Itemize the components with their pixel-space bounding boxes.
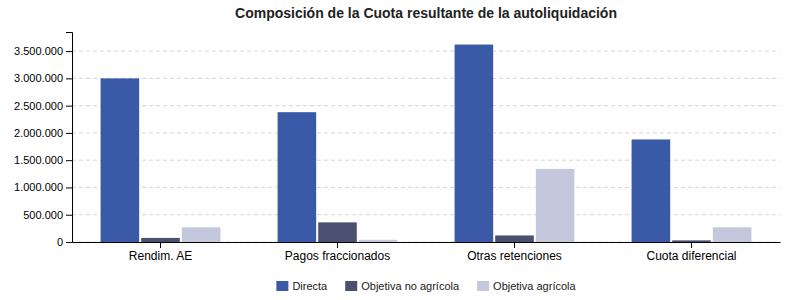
y-tick-label: 500.000 (23, 209, 63, 221)
bar (632, 139, 671, 242)
x-tick: Rendim. AE (129, 242, 192, 263)
bar (182, 227, 221, 242)
bar (672, 240, 711, 242)
y-tick: 1.500.000 (14, 154, 72, 166)
y-tick-mark (66, 215, 72, 216)
bar-series (101, 45, 671, 242)
grid-line (72, 132, 780, 133)
y-tick: 2.000.000 (14, 127, 72, 139)
y-tick-mark (66, 133, 72, 134)
y-tick: 500.000 (23, 209, 72, 221)
bar-series (141, 222, 711, 242)
y-tick: 3.000.000 (14, 72, 72, 84)
y-tick-label: 3.500.000 (14, 45, 63, 57)
bars (101, 45, 752, 242)
grid-line (72, 51, 780, 52)
grid (72, 51, 780, 242)
y-tick-mark (66, 106, 72, 107)
grid-line (72, 187, 780, 188)
chart-container: Composición de la Cuota resultante de la… (0, 0, 800, 300)
legend-item: Objetiva no agrícola (345, 280, 460, 292)
legend-swatch (276, 281, 288, 291)
x-axis: Rendim. AE Pagos fraccionados Otras retenc… (73, 242, 781, 263)
x-tick-mark (160, 242, 161, 248)
x-tick: Cuota diferencial (646, 242, 736, 263)
bar-series (182, 169, 752, 242)
y-tick-label: 0 (57, 236, 63, 248)
y-tick-label: 2.500.000 (14, 100, 63, 112)
grid-line (72, 78, 780, 79)
x-tick-label: Rendim. AE (129, 249, 192, 263)
bar (455, 45, 494, 242)
chart-svg: Composición de la Cuota resultante de la… (0, 0, 800, 300)
x-tick: Otras retenciones (467, 242, 562, 263)
bar (141, 238, 180, 242)
grid-line (72, 214, 780, 215)
x-axis-line (73, 242, 781, 243)
y-tick: 1.000.000 (14, 181, 72, 193)
grid-line (72, 160, 780, 161)
y-tick: 3.500.000 (14, 45, 72, 57)
y-tick-label: 2.000.000 (14, 127, 63, 139)
y-tick-label: 1.000.000 (14, 181, 63, 193)
legend-label: Directa (292, 280, 328, 292)
legend: Directa Objetiva no agrícola Objetiva agrí… (276, 280, 576, 292)
x-tick-label: Otras retenciones (467, 249, 562, 263)
x-tick-label: Cuota diferencial (646, 249, 736, 263)
bar (713, 227, 752, 242)
legend-item: Directa (276, 280, 328, 292)
y-tick-mark (66, 242, 72, 243)
y-tick: 0 (57, 236, 72, 248)
legend-swatch (345, 281, 357, 291)
bar (101, 78, 140, 242)
y-axis-line (66, 33, 73, 243)
plot-area: 0 500.000 1.000.000 1.500.000 2.000.000 2.500… (14, 33, 780, 263)
grid-line (72, 105, 780, 106)
y-tick-mark (66, 78, 72, 79)
legend-item: Objetiva agrícola (477, 280, 576, 292)
legend-swatch (477, 281, 489, 291)
chart-title: Composición de la Cuota resultante de la… (235, 5, 617, 21)
bar (278, 112, 317, 242)
legend-label: Objetiva no agrícola (361, 280, 460, 292)
bar (536, 169, 575, 242)
bar (318, 222, 357, 242)
x-tick-mark (337, 242, 338, 248)
y-tick-mark (66, 51, 72, 52)
x-tick-label: Pagos fraccionados (285, 249, 390, 263)
y-tick: 2.500.000 (14, 100, 72, 112)
bar (359, 240, 398, 242)
legend-label: Objetiva agrícola (493, 280, 576, 292)
x-tick-mark (514, 242, 515, 248)
y-tick-mark (66, 160, 72, 161)
bar (495, 235, 534, 242)
x-tick: Pagos fraccionados (285, 242, 390, 263)
y-tick-label: 1.500.000 (14, 154, 63, 166)
y-tick-mark (66, 187, 72, 188)
y-axis: 0 500.000 1.000.000 1.500.000 2.000.000 2.500… (14, 33, 72, 249)
x-tick-mark (691, 242, 692, 248)
y-tick-label: 3.000.000 (14, 72, 63, 84)
